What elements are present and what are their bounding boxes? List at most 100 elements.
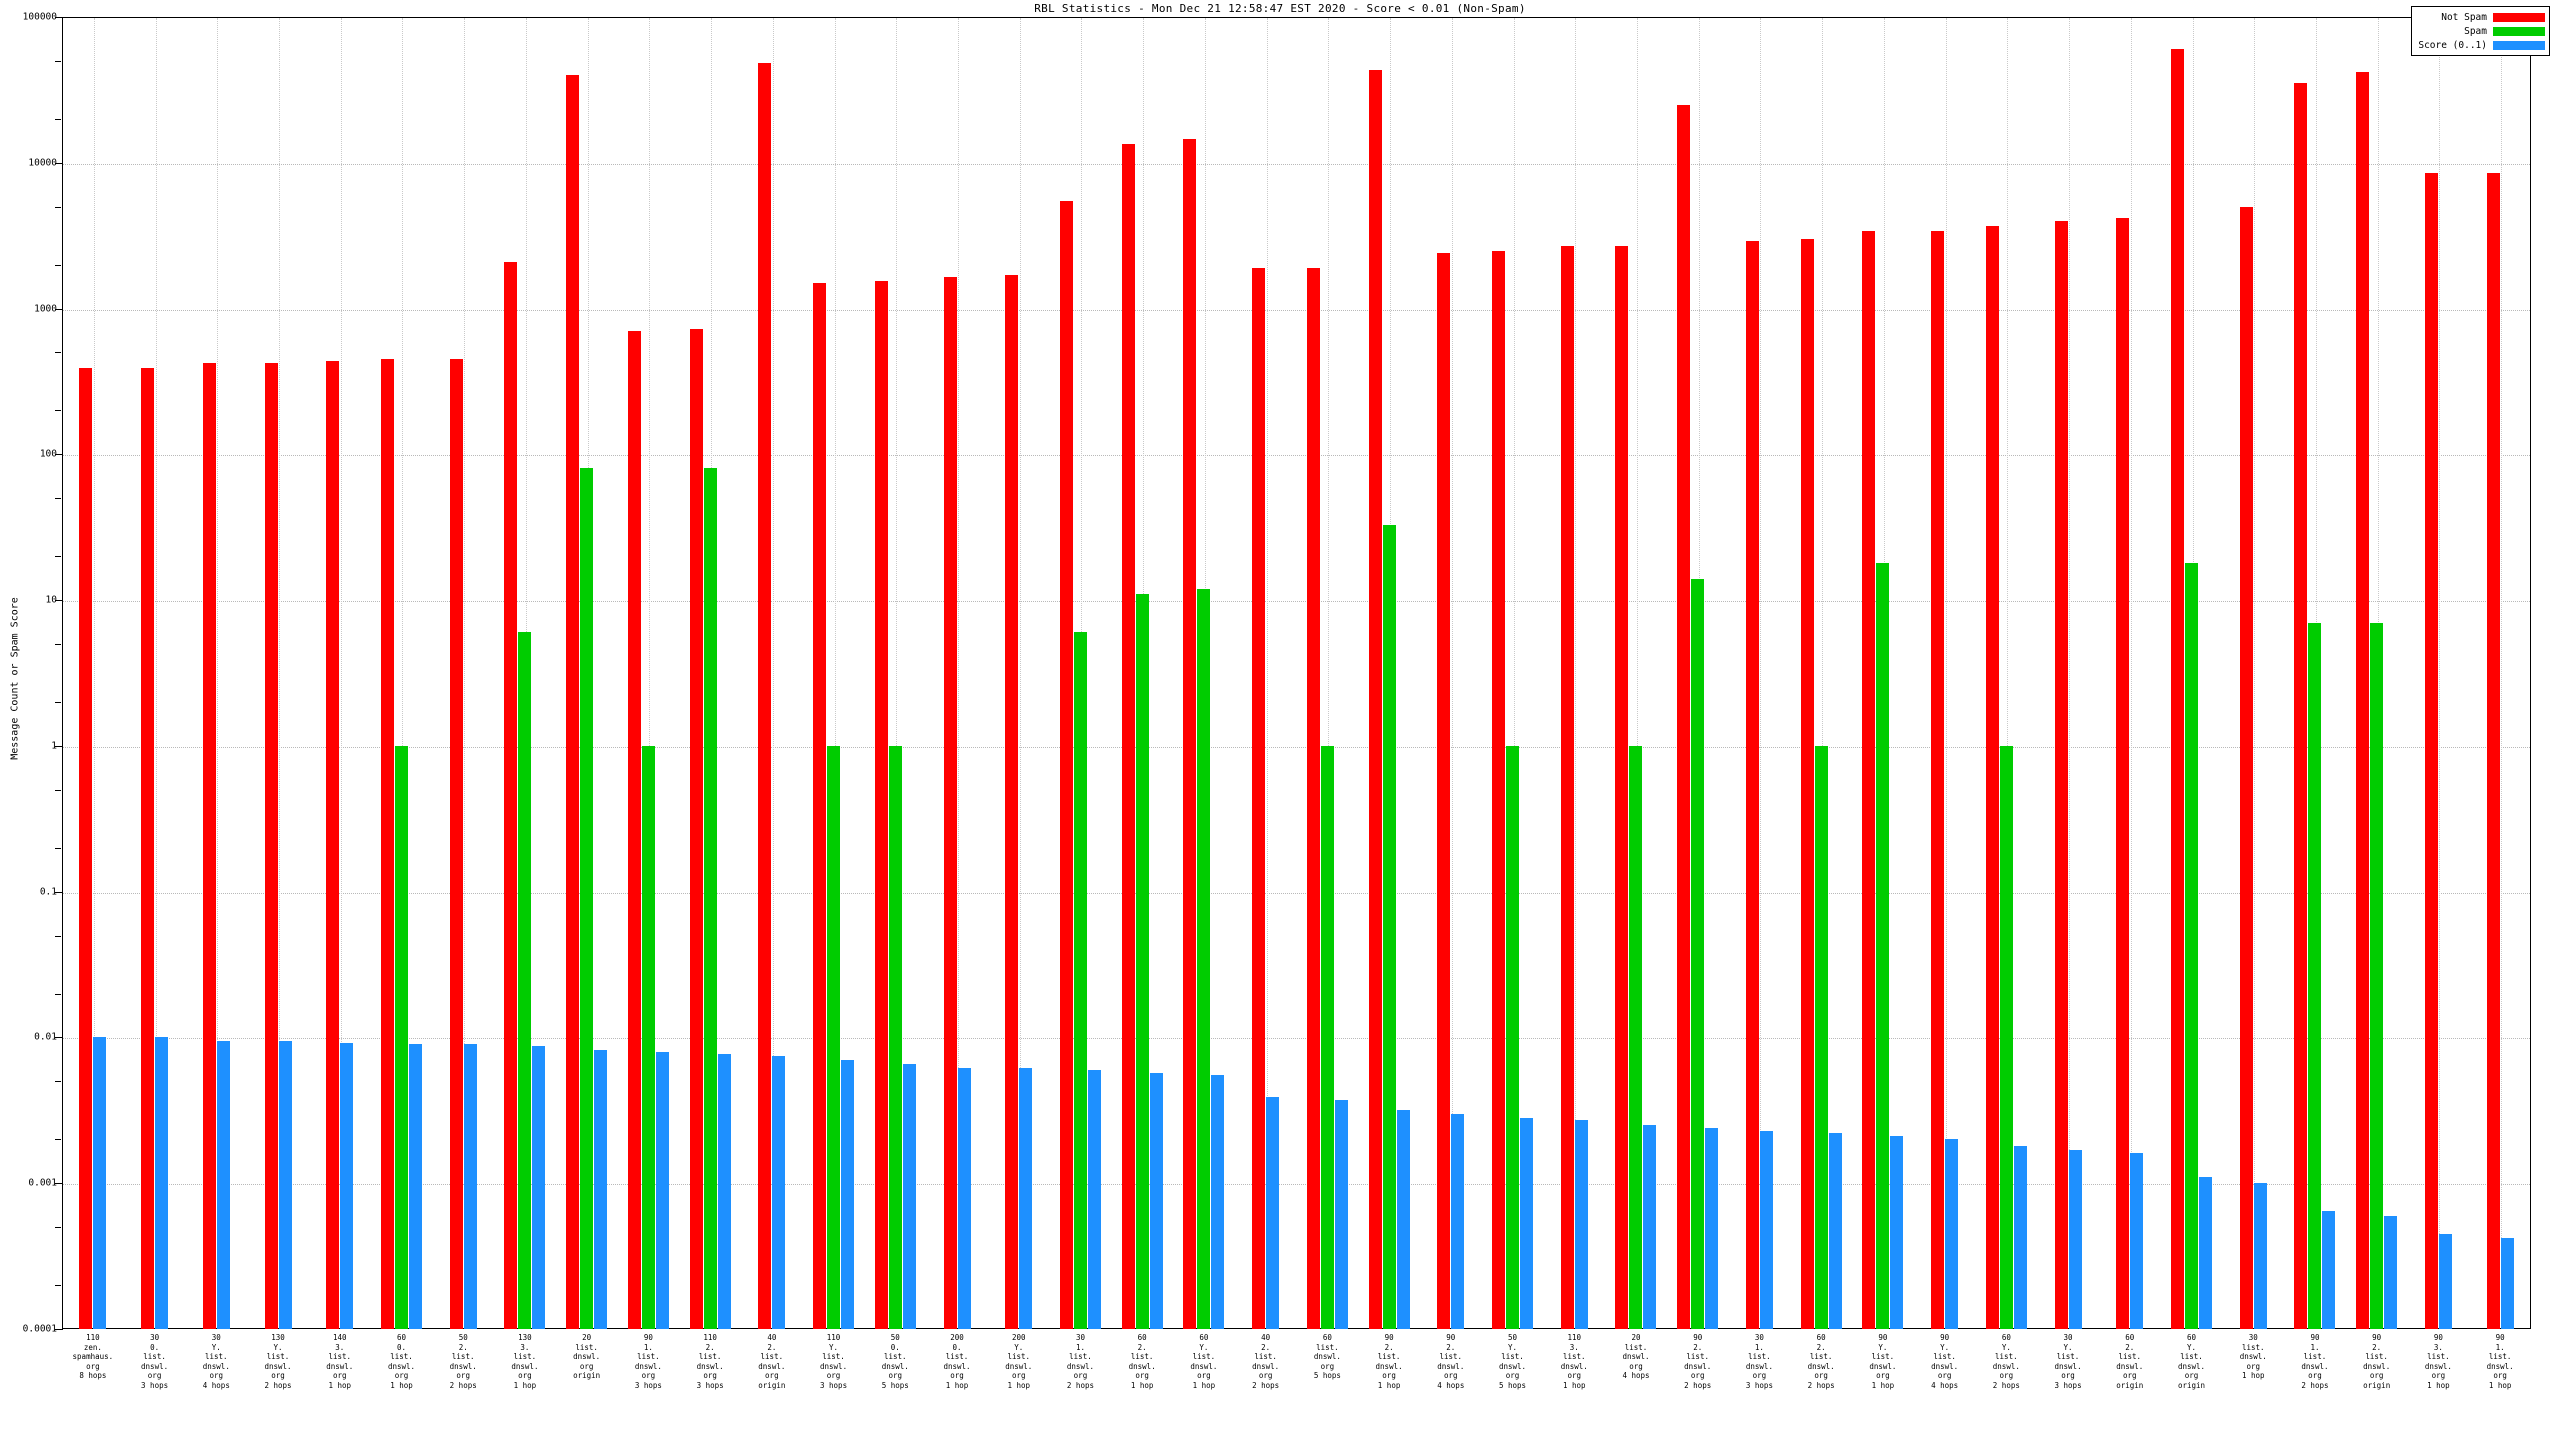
grid-line-vertical xyxy=(1266,18,1268,1328)
x-tick-label-line: 90 xyxy=(1693,1333,1703,1342)
x-tick-label-line: org xyxy=(888,1371,903,1380)
x-tick-label: 30 Y. list. dnswl. org 4 hops xyxy=(185,1333,247,1390)
x-tick-label-line: 3 hops xyxy=(820,1380,848,1390)
x-tick-label-line: 140 xyxy=(332,1333,347,1342)
x-tick-label-line: list. xyxy=(390,1352,413,1361)
y-minor-tick-mark xyxy=(55,118,61,120)
x-tick-label-line: dnswl. xyxy=(943,1361,971,1371)
x-tick-label-line: org xyxy=(950,1371,964,1380)
y-tick-label: 1000 xyxy=(34,303,57,315)
x-tick-label-line: 130 xyxy=(271,1333,285,1342)
x-tick-label-line: 40 xyxy=(767,1333,777,1342)
y-tick-label: 1 xyxy=(51,740,57,752)
x-tick-label-line: dnswl. xyxy=(1684,1361,1712,1371)
x-tick-label-line: list. xyxy=(1192,1352,1216,1361)
y-axis-label: Message Count or Spam Score xyxy=(9,597,21,760)
x-tick-label-line: org xyxy=(1073,1371,1088,1380)
x-tick-label-line: list. xyxy=(2180,1352,2203,1361)
x-tick-label: 110 Y. list. dnswl. org 3 hops xyxy=(803,1333,865,1390)
grid-line xyxy=(63,892,2530,894)
x-tick-label-line: list. xyxy=(2303,1352,2327,1361)
grid-line xyxy=(63,455,2530,457)
x-tick-label-line: 8 hops xyxy=(79,1371,107,1380)
x-tick-label-line: 1 hop xyxy=(1007,1380,1031,1390)
grid-line-vertical xyxy=(1822,18,1824,1328)
y-tick-label: 0.0001 xyxy=(22,1323,57,1335)
x-tick-label-line: list. xyxy=(822,1352,845,1361)
x-tick-label-line: org xyxy=(209,1371,224,1380)
x-tick-label-line: 2. xyxy=(2372,1342,2382,1352)
x-tick-label-line: 90 xyxy=(1446,1333,1456,1342)
x-tick-label-line: 2. xyxy=(705,1342,715,1352)
x-tick-label-line: spamhaus. xyxy=(72,1352,114,1361)
x-tick-label-line: org xyxy=(1999,1371,2014,1380)
grid-line-vertical xyxy=(1945,18,1947,1328)
x-tick-label-line: 2. xyxy=(767,1342,777,1352)
x-tick-label-line: org xyxy=(1258,1371,1273,1380)
x-tick-label-line: org xyxy=(2246,1361,2260,1371)
x-tick-label-line: Y. xyxy=(273,1342,283,1352)
y-tick-label: 0.001 xyxy=(28,1177,57,1189)
x-tick-label-line: list. xyxy=(2427,1352,2450,1361)
x-tick-label-line: 2. xyxy=(458,1342,468,1352)
x-tick-label-line: 40 xyxy=(1261,1333,1271,1342)
x-tick-label: 140 3. list. dnswl. org 1 hop xyxy=(309,1333,371,1390)
x-tick-label-line: list. xyxy=(2365,1352,2388,1361)
x-tick-label-line: 3. xyxy=(1569,1342,1579,1352)
x-tick-label-line: Y. xyxy=(211,1342,221,1352)
x-tick-label-line: list. xyxy=(1254,1352,1277,1361)
x-tick-label-line: 2 hops xyxy=(1066,1380,1094,1390)
x-tick-label-line: 60 xyxy=(2186,1333,2197,1342)
x-tick-label-line: dnswl. xyxy=(1560,1361,1588,1371)
y-tick-mark xyxy=(55,17,63,18)
x-tick-label-line: list. xyxy=(1069,1352,1092,1361)
x-tick-label-line: 1 hop xyxy=(2241,1371,2265,1380)
x-tick-label-line: org xyxy=(1690,1371,1705,1380)
x-tick-label-line: dnswl. xyxy=(1375,1361,1403,1371)
x-tick-label-line: 1. xyxy=(2495,1342,2505,1352)
grid-line-vertical xyxy=(2130,18,2132,1328)
x-tick-label-line: org xyxy=(2369,1371,2384,1380)
x-tick-label-line: list. xyxy=(760,1352,784,1361)
x-tick-label-line: 5 hops xyxy=(1313,1371,1341,1380)
x-tick-label-line: org xyxy=(579,1361,594,1371)
y-minor-tick-mark xyxy=(55,498,61,500)
grid-line-vertical xyxy=(2501,18,2503,1328)
grid-line-vertical xyxy=(464,18,466,1328)
x-tick-label-line: Y. xyxy=(1878,1342,1888,1352)
x-tick-label-line: org xyxy=(2493,1371,2507,1380)
x-tick-label-line: org xyxy=(1011,1371,1026,1380)
x-tick-label-line: Y. xyxy=(1940,1342,1950,1352)
x-tick-label: 90 Y. list. dnswl. org 4 hops xyxy=(1914,1333,1976,1390)
x-tick-label-line: 0. xyxy=(952,1342,962,1352)
grid-line-vertical xyxy=(2377,18,2379,1328)
x-tick-label: 50 0. list. dnswl. org 5 hops xyxy=(864,1333,926,1390)
x-tick-label-line: 110 xyxy=(1567,1333,1582,1342)
x-tick-label-line: 110 xyxy=(86,1333,100,1342)
x-tick-label-line: org xyxy=(456,1371,470,1380)
x-tick-label-line: org xyxy=(518,1371,532,1380)
x-tick-label-line: 3 hops xyxy=(696,1380,724,1390)
grid-line-vertical xyxy=(711,18,713,1328)
legend-swatch xyxy=(2493,40,2545,50)
x-axis-labels: 110 zen. spamhaus. org 8 hops 30 0. list. dnswl.… xyxy=(62,1333,2531,1438)
x-tick-label-line: org xyxy=(147,1371,162,1380)
x-tick-label-line: 90 xyxy=(2433,1333,2443,1342)
x-tick-label-line: Y. xyxy=(2063,1342,2073,1352)
x-tick-label-line: 60 xyxy=(1816,1333,1826,1342)
x-tick-label-line: dnswl. xyxy=(511,1361,539,1371)
x-tick-label-line: Y. xyxy=(2186,1342,2197,1352)
y-tick-mark xyxy=(55,600,63,602)
x-tick-label-line: 60 xyxy=(1322,1333,1332,1342)
x-tick-label-line: dnswl. xyxy=(1190,1361,1218,1371)
x-tick-label-line: dnswl. xyxy=(2054,1361,2082,1371)
x-tick-label-line: 2. xyxy=(1693,1342,1703,1352)
x-tick-label-line: list. xyxy=(1624,1342,1648,1352)
x-tick-label-line: org xyxy=(2308,1371,2322,1380)
x-tick-label-line: 1. xyxy=(643,1342,653,1352)
grid-line-vertical xyxy=(649,18,651,1328)
x-tick-label-line: org xyxy=(1382,1371,1396,1380)
x-tick-label-line: 3 hops xyxy=(1745,1380,1773,1390)
x-tick-label-line: list. xyxy=(1748,1352,1771,1361)
x-tick-label: 60 Y. list. dnswl. org 1 hop xyxy=(1173,1333,1235,1390)
